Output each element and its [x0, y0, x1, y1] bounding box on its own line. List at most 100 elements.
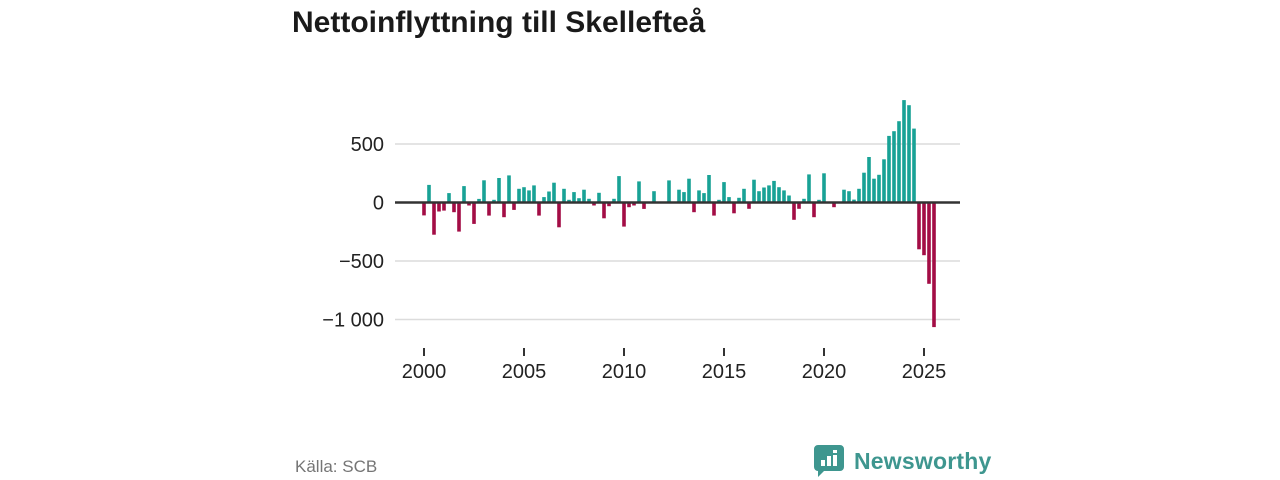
- bar: [902, 100, 906, 203]
- bar: [747, 202, 751, 209]
- y-axis-tick-label: 500: [351, 134, 384, 156]
- bar: [567, 199, 571, 203]
- bar: [562, 188, 566, 203]
- bar: [607, 202, 611, 207]
- bar: [782, 190, 786, 203]
- bar-chart: 500 0 −500 −1 000 2000 2005 2010 2015 2020 2025: [322, 100, 960, 383]
- bar: [502, 202, 506, 218]
- chart-title: Nettoinflyttning till Skellefteå: [292, 6, 706, 39]
- bar: [742, 188, 746, 203]
- bar: [482, 180, 486, 203]
- newsworthy-bubble-bar-chart-icon: [814, 445, 844, 477]
- bar: [677, 189, 681, 203]
- bar: [522, 187, 526, 203]
- bar: [877, 174, 881, 203]
- bar: [622, 202, 626, 227]
- bar: [467, 202, 471, 206]
- bar: [787, 195, 791, 203]
- bar: [577, 198, 581, 203]
- bar: [722, 182, 726, 203]
- bar: [452, 202, 456, 213]
- bar: [652, 191, 656, 203]
- bar: [752, 179, 756, 203]
- bar: [667, 180, 671, 203]
- bar: [912, 128, 916, 203]
- bar: [427, 184, 431, 203]
- bar: [932, 202, 936, 328]
- bar: [727, 197, 731, 203]
- source-label: Källa: SCB: [295, 457, 378, 476]
- bar: [757, 191, 761, 203]
- y-axis-tick-label: −500: [339, 251, 384, 273]
- bar: [717, 199, 721, 203]
- newsworthy-logo-text: Newsworthy: [854, 447, 992, 474]
- bar: [627, 202, 631, 208]
- bar: [612, 198, 616, 203]
- bar: [557, 202, 561, 228]
- bar: [532, 185, 536, 203]
- bar: [702, 193, 706, 203]
- y-axis-tick-label: 0: [373, 193, 384, 215]
- bar: [812, 202, 816, 218]
- bar: [712, 202, 716, 216]
- bar: [692, 202, 696, 213]
- bar: [832, 202, 836, 208]
- bar: [887, 135, 891, 203]
- bar: [552, 182, 556, 203]
- bar: [897, 121, 901, 203]
- bar: [632, 202, 636, 206]
- newsworthy-logo: Newsworthy: [813, 444, 991, 478]
- bar: [547, 191, 551, 203]
- bar: [512, 202, 516, 210]
- bar: [442, 202, 446, 211]
- bar: [697, 190, 701, 203]
- bar: [537, 202, 541, 216]
- x-axis-tick-label: 2000: [402, 361, 447, 383]
- bar: [857, 188, 861, 203]
- bar: [927, 202, 931, 284]
- bar: [792, 202, 796, 220]
- bar: [867, 157, 871, 203]
- bar: [922, 202, 926, 256]
- bar: [907, 105, 911, 203]
- bar: [477, 198, 481, 203]
- bar: [892, 131, 896, 203]
- bar: [762, 187, 766, 203]
- bar: [822, 173, 826, 203]
- bar: [492, 199, 496, 203]
- x-axis-tick-label: 2015: [702, 361, 747, 383]
- bar: [682, 192, 686, 203]
- bar: [737, 197, 741, 203]
- bar: [497, 178, 501, 203]
- bar: [917, 202, 921, 250]
- bar: [472, 202, 476, 224]
- bar: [597, 192, 601, 203]
- bar: [582, 189, 586, 203]
- x-axis-tick-label: 2010: [602, 361, 647, 383]
- bar: [602, 202, 606, 219]
- x-axis-tick-label: 2005: [502, 361, 547, 383]
- bar: [517, 188, 521, 203]
- bar: [462, 186, 466, 203]
- bar: [872, 178, 876, 203]
- bar: [457, 202, 461, 232]
- bar: [642, 202, 646, 209]
- bar: [432, 202, 436, 235]
- bar: [527, 190, 531, 203]
- bar: [842, 189, 846, 203]
- x-axis-tick-label: 2020: [802, 361, 847, 383]
- bar: [687, 178, 691, 203]
- bar: [797, 202, 801, 209]
- bar: [507, 175, 511, 203]
- bar: [487, 202, 491, 216]
- bar: [592, 202, 596, 206]
- bar: [817, 199, 821, 203]
- bar: [572, 192, 576, 203]
- bar: [862, 172, 866, 203]
- bar: [422, 202, 426, 216]
- bar: [847, 191, 851, 203]
- bar: [447, 193, 451, 203]
- bar: [732, 202, 736, 214]
- bar: [802, 198, 806, 203]
